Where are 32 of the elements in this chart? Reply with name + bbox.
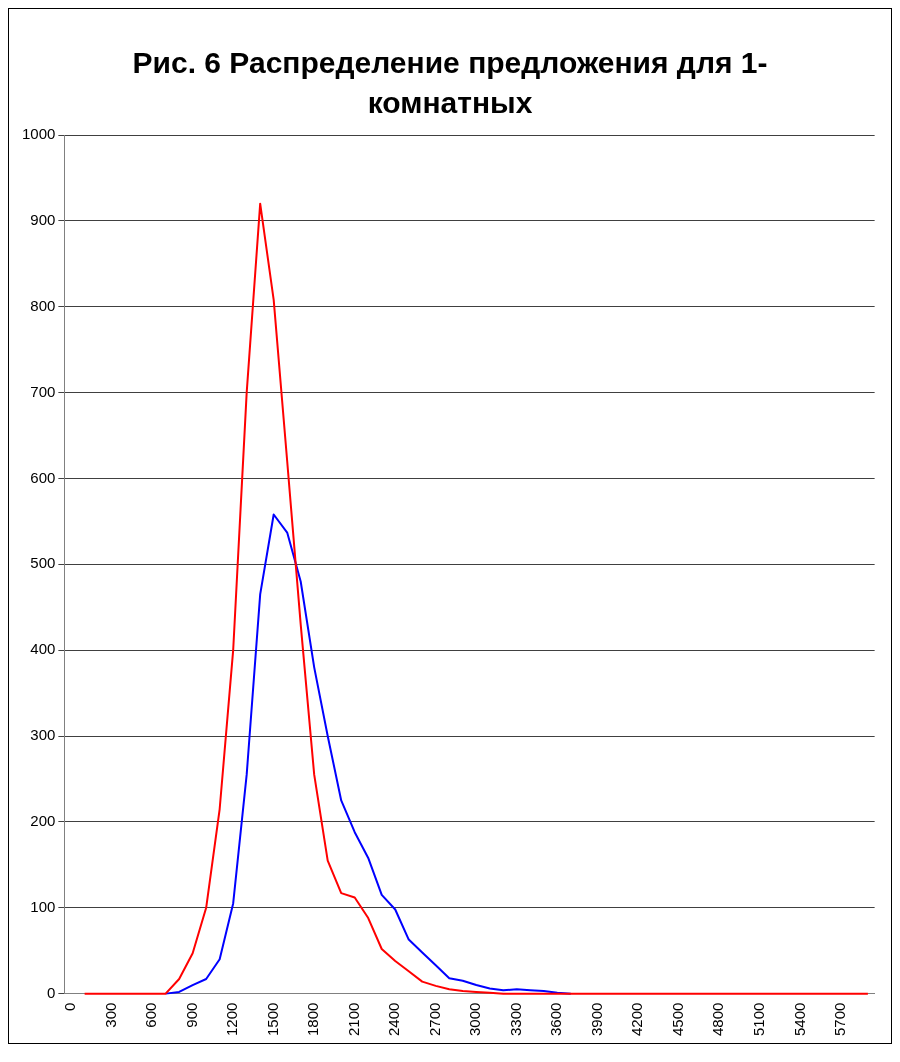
x-tick-label: 300 bbox=[101, 1002, 119, 1028]
x-tick-label: 5100 bbox=[749, 1002, 767, 1037]
x-tick-label: 1500 bbox=[263, 1002, 281, 1037]
x-tick-label: 5700 bbox=[831, 1002, 849, 1037]
y-tick-label: 900 bbox=[30, 211, 56, 228]
x-tick-label: 3600 bbox=[547, 1002, 565, 1037]
x-tick-label: 4800 bbox=[709, 1002, 727, 1037]
y-tick-label: 500 bbox=[30, 554, 56, 572]
y-tick-label: 300 bbox=[30, 726, 56, 744]
y-tick-label: 800 bbox=[30, 296, 56, 314]
x-tick-label: 2100 bbox=[344, 1002, 362, 1037]
x-tick-label: 5400 bbox=[790, 1002, 808, 1037]
x-tick-label: 3000 bbox=[466, 1002, 484, 1037]
y-tick-label: 0 bbox=[47, 983, 56, 1001]
x-tick-label: 3300 bbox=[506, 1002, 524, 1037]
x-tick-label: 1200 bbox=[223, 1002, 241, 1037]
y-tick-label: 700 bbox=[30, 382, 56, 400]
y-tick-label: 100 bbox=[30, 897, 56, 915]
x-tick-label: 600 bbox=[142, 1002, 160, 1028]
x-tick-label: 3900 bbox=[587, 1002, 605, 1037]
x-tick-label: 2400 bbox=[385, 1002, 403, 1037]
x-tick-label: 4500 bbox=[668, 1002, 686, 1037]
x-tick-label: 1800 bbox=[304, 1002, 322, 1037]
x-tick-label: 900 bbox=[182, 1002, 200, 1028]
y-tick-label: 400 bbox=[30, 640, 56, 658]
y-tick-label: 1000 bbox=[21, 125, 56, 143]
y-tick-label: 600 bbox=[30, 468, 56, 486]
x-tick-label: 0 bbox=[61, 1002, 79, 1011]
x-tick-label: 4200 bbox=[628, 1002, 646, 1037]
chart-title: Рис. 6 Распределение предложения для 1-комнатных bbox=[131, 45, 769, 121]
y-tick-label: 200 bbox=[30, 812, 56, 830]
x-tick-label: 2700 bbox=[425, 1002, 443, 1037]
